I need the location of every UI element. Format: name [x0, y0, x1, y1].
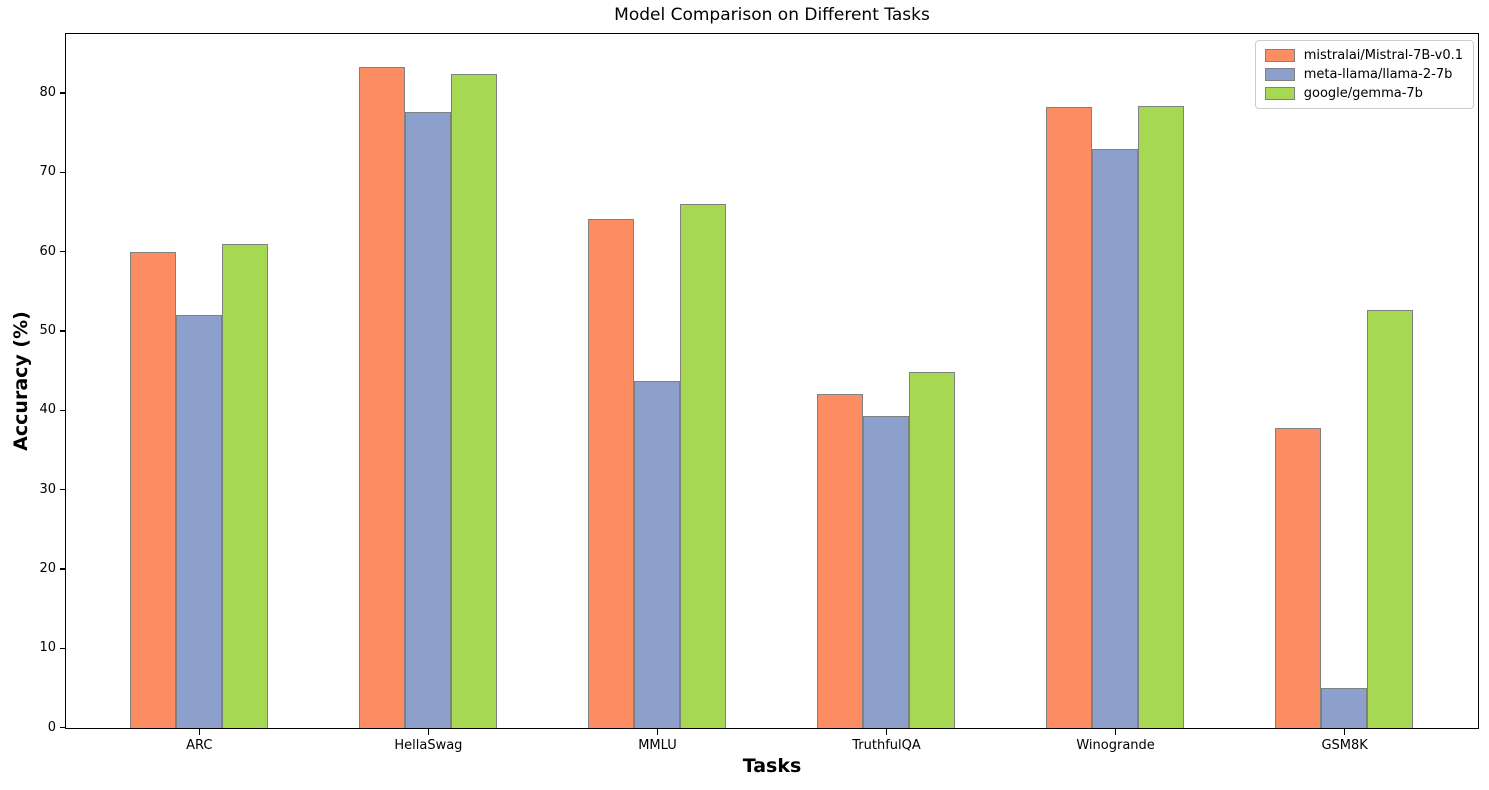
y-tick-mark	[59, 488, 65, 491]
y-tick-label: 40	[39, 402, 56, 418]
bar	[588, 219, 635, 728]
y-tick-label: 10	[39, 640, 56, 656]
legend-label: mistralai/Mistral-7B-v0.1	[1303, 48, 1463, 63]
bar	[359, 67, 405, 728]
legend-entry: google/gemma-7b	[1264, 86, 1463, 101]
x-tick-label: ARC	[186, 738, 213, 753]
bar	[1137, 105, 1184, 728]
x-tick-mark	[1114, 729, 1117, 735]
x-tick-mark	[885, 729, 888, 735]
y-tick-label: 80	[39, 85, 56, 101]
y-tick-mark	[59, 171, 65, 174]
bar	[1321, 688, 1368, 728]
y-tick-label: 30	[39, 481, 56, 497]
bar	[1092, 149, 1138, 728]
x-tick-mark	[656, 729, 659, 735]
x-tick-label: TruthfulQA	[852, 738, 921, 753]
x-tick-mark	[198, 729, 201, 735]
chart-title: Model Comparison on Different Tasks	[614, 5, 930, 25]
legend-swatch	[1264, 49, 1295, 62]
legend-entry: meta-llama/llama-2-7b	[1264, 67, 1463, 82]
bar	[1367, 309, 1413, 728]
bar	[817, 393, 864, 728]
y-tick-label: 50	[39, 323, 56, 339]
bar	[679, 204, 726, 728]
bar	[175, 314, 222, 728]
x-axis-label: Tasks	[742, 755, 802, 777]
legend: mistralai/Mistral-7B-v0.1 meta-llama/llam…	[1254, 40, 1474, 109]
x-tick-label: Winogrande	[1076, 738, 1155, 753]
x-tick-mark	[427, 729, 430, 735]
bar	[1275, 428, 1322, 728]
bar	[405, 111, 451, 728]
y-tick-label: 20	[39, 560, 56, 576]
y-tick-mark	[59, 251, 65, 253]
y-tick-mark	[59, 647, 65, 649]
plot-area: mistralai/Mistral-7B-v0.1 meta-llama/llam…	[65, 33, 1479, 729]
y-tick-mark	[59, 409, 65, 412]
legend-swatch	[1264, 87, 1295, 100]
bar	[1046, 106, 1093, 728]
legend-label: google/gemma-7b	[1303, 86, 1423, 101]
y-tick-label: 0	[47, 719, 56, 735]
y-tick-mark	[59, 568, 65, 570]
y-tick-mark	[59, 330, 65, 332]
x-tick-label: MMLU	[638, 738, 677, 753]
y-tick-label: 60	[39, 243, 56, 259]
bar	[908, 371, 955, 728]
y-tick-mark	[59, 726, 65, 729]
x-tick-label: HellaSwag	[394, 738, 463, 753]
y-tick-label: 70	[39, 164, 56, 180]
legend-entry: mistralai/Mistral-7B-v0.1	[1264, 48, 1463, 63]
legend-swatch	[1264, 68, 1295, 81]
bar	[221, 243, 268, 728]
bar	[130, 252, 176, 728]
y-tick-mark	[59, 92, 65, 94]
bar	[863, 416, 909, 728]
bar	[450, 74, 497, 728]
bar	[634, 380, 680, 728]
x-tick-mark	[1343, 729, 1346, 735]
x-tick-label: GSM8K	[1321, 738, 1368, 753]
legend-label: meta-llama/llama-2-7b	[1303, 67, 1453, 82]
